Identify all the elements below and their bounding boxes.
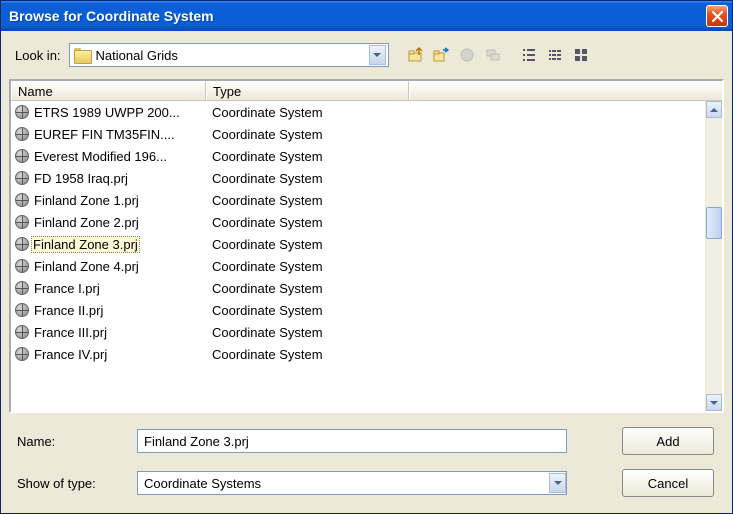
scroll-up-button[interactable] [706,101,722,118]
folder-icon [74,48,90,62]
details-view-button[interactable] [543,43,567,67]
file-row[interactable]: ETRS 1989 UWPP 200... Coordinate System [11,101,722,123]
close-button[interactable] [706,5,728,27]
view-mode-buttons [517,43,593,67]
name-input[interactable] [137,429,567,453]
file-row[interactable]: France III.prj Coordinate System [11,321,722,343]
lookin-label: Look in: [15,48,61,63]
file-row[interactable]: Finland Zone 3.prj Coordinate System [11,233,722,255]
cancel-button[interactable]: Cancel [622,469,714,497]
dialog-window: Browse for Coordinate System Look in: Na… [0,0,733,514]
file-name: ETRS 1989 UWPP 200... [31,104,183,121]
globe-icon [15,237,29,251]
file-row[interactable]: Finland Zone 1.prj Coordinate System [11,189,722,211]
globe-icon [15,127,29,141]
type-filter-label: Show of type: [17,476,127,491]
file-name: Finland Zone 3.prj [31,236,140,253]
file-type: Coordinate System [206,303,409,318]
file-list: Name Type ETRS 1989 UWPP 200... Coordinat… [9,79,724,413]
globe-icon [15,303,29,317]
type-filter-value: Coordinate Systems [138,476,549,491]
col-name-header[interactable]: Name [11,81,206,100]
file-row[interactable]: France II.prj Coordinate System [11,299,722,321]
file-type: Coordinate System [206,149,409,164]
connect-folder-button[interactable] [429,43,453,67]
file-name: France IV.prj [31,346,110,363]
file-row[interactable]: Everest Modified 196... Coordinate System [11,145,722,167]
file-type: Coordinate System [206,105,409,120]
file-row[interactable]: France I.prj Coordinate System [11,277,722,299]
file-name: FD 1958 Iraq.prj [31,170,131,187]
new-group-button [481,43,505,67]
up-one-level-button[interactable] [403,43,427,67]
file-row[interactable]: FD 1958 Iraq.prj Coordinate System [11,167,722,189]
toolbar: Look in: National Grids [1,31,732,75]
col-type-header[interactable]: Type [206,81,409,100]
file-name: France II.prj [31,302,106,319]
file-row[interactable]: EUREF FIN TM35FIN.... Coordinate System [11,123,722,145]
list-body[interactable]: ETRS 1989 UWPP 200...Coordinate SystemEU… [11,101,722,411]
file-name: EUREF FIN TM35FIN.... [31,126,178,143]
globe-icon [15,171,29,185]
add-button[interactable]: Add [622,427,714,455]
file-type: Coordinate System [206,215,409,230]
scroll-thumb[interactable] [706,207,722,239]
lookin-value: National Grids [94,48,369,63]
chevron-down-icon[interactable] [369,45,386,65]
globe-icon [15,259,29,273]
disconnect-button [455,43,479,67]
file-name: Finland Zone 1.prj [31,192,142,209]
list-view-button[interactable] [517,43,541,67]
file-row[interactable]: France IV.prj Coordinate System [11,343,722,365]
globe-icon [15,215,29,229]
file-type: Coordinate System [206,193,409,208]
globe-icon [15,281,29,295]
globe-icon [15,325,29,339]
scroll-down-button[interactable] [706,394,722,411]
window-title: Browse for Coordinate System [9,8,706,24]
col-empty-header [409,81,722,100]
file-row[interactable]: Finland Zone 2.prj Coordinate System [11,211,722,233]
globe-icon [15,193,29,207]
file-type: Coordinate System [206,237,409,252]
name-label: Name: [17,434,127,449]
chevron-down-icon[interactable] [549,473,566,493]
file-type: Coordinate System [206,347,409,362]
file-type: Coordinate System [206,325,409,340]
file-name: Everest Modified 196... [31,148,170,165]
thumbnails-view-button[interactable] [569,43,593,67]
lookin-dropdown[interactable]: National Grids [69,43,389,67]
list-header: Name Type [11,81,722,101]
file-name: France I.prj [31,280,103,297]
nav-tool-buttons [403,43,505,67]
vertical-scrollbar[interactable] [705,101,722,411]
bottom-panel: Name: Add Show of type: Coordinate Syste… [1,417,732,513]
type-filter-dropdown[interactable]: Coordinate Systems [137,471,567,495]
globe-icon [15,149,29,163]
file-type: Coordinate System [206,259,409,274]
globe-icon [15,105,29,119]
file-type: Coordinate System [206,281,409,296]
titlebar: Browse for Coordinate System [1,1,732,31]
file-name: France III.prj [31,324,110,341]
file-name: Finland Zone 2.prj [31,214,142,231]
globe-icon [15,347,29,361]
file-name: Finland Zone 4.prj [31,258,142,275]
file-row[interactable]: Finland Zone 4.prj Coordinate System [11,255,722,277]
file-type: Coordinate System [206,127,409,142]
file-type: Coordinate System [206,171,409,186]
